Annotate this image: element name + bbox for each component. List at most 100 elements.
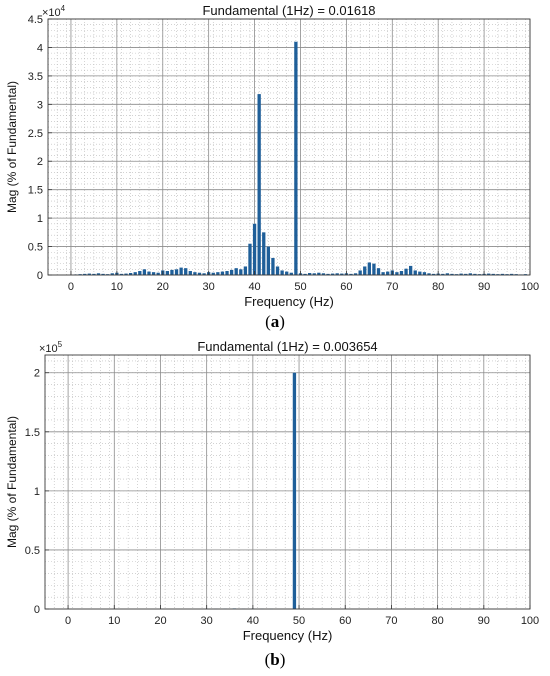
x-tick-label: 30 <box>203 281 215 293</box>
bar <box>138 271 142 275</box>
caption-a: (a) <box>265 312 285 331</box>
x-tick-label: 100 <box>521 615 539 627</box>
y-tick-label: 0.5 <box>28 242 43 254</box>
bar <box>321 273 326 275</box>
y-tick-label: 2 <box>34 368 40 380</box>
bar <box>83 273 87 275</box>
x-tick-label: 90 <box>478 615 490 627</box>
bar <box>133 272 137 275</box>
bar <box>128 273 133 275</box>
bar <box>197 272 202 275</box>
bar <box>216 272 220 275</box>
x-tick-label: 40 <box>248 281 260 293</box>
y-tick-label: 0.5 <box>25 545 40 557</box>
bar <box>353 273 358 275</box>
y-axis-label: Mag (% of Fundamental) <box>5 81 19 213</box>
bar <box>101 273 105 275</box>
bar <box>184 268 188 275</box>
plot-area <box>48 19 530 275</box>
x-tick-label: 20 <box>157 281 169 293</box>
bar <box>234 268 238 275</box>
y-tick-label: 0 <box>34 604 40 616</box>
bar <box>285 271 289 275</box>
bar <box>289 272 293 275</box>
bar <box>372 263 376 275</box>
bar <box>243 266 248 275</box>
x-tick-label: 0 <box>68 281 74 293</box>
bar <box>188 271 192 275</box>
bar <box>473 273 477 275</box>
bar <box>170 269 174 275</box>
bar <box>294 41 298 275</box>
bar <box>330 273 335 275</box>
bar <box>248 243 252 275</box>
plot-border <box>47 18 531 276</box>
bar <box>422 272 427 275</box>
bar <box>92 273 96 275</box>
bar <box>252 223 257 275</box>
bar <box>271 257 275 275</box>
bar <box>491 273 495 275</box>
bar <box>413 270 417 275</box>
x-axis-label: Frequency (Hz) <box>243 628 333 643</box>
y-tick-label: 1.5 <box>25 427 40 439</box>
bar <box>275 266 280 275</box>
bar <box>119 273 124 275</box>
x-tick-label: 30 <box>201 615 213 627</box>
bar <box>367 262 371 275</box>
bar <box>386 271 390 275</box>
x-axis-label: Frequency (Hz) <box>244 294 334 309</box>
bar <box>96 273 101 275</box>
bar <box>509 273 514 275</box>
bar <box>174 269 179 275</box>
bar <box>211 272 215 275</box>
y-tick-label: 0 <box>37 270 43 282</box>
y-tick-label: 4.5 <box>28 14 43 26</box>
bar <box>151 272 156 275</box>
plot-border <box>44 354 531 610</box>
bar <box>142 269 147 275</box>
x-tick-label: 10 <box>111 281 123 293</box>
x-tick-label: 40 <box>247 615 259 627</box>
bar <box>193 272 197 275</box>
bar <box>445 273 450 275</box>
y-tick-label: 1.5 <box>28 185 43 197</box>
y-tick-label: 4 <box>37 42 43 54</box>
y-tick-label: 3.5 <box>28 71 43 83</box>
y-multiplier-label: ×104 <box>42 4 66 19</box>
bar <box>500 273 505 275</box>
y-tick-label: 1 <box>37 213 43 225</box>
bar <box>292 372 297 609</box>
bar <box>229 269 234 275</box>
bar <box>280 270 284 275</box>
bar <box>408 265 413 275</box>
bar <box>441 273 445 275</box>
bar <box>363 266 367 275</box>
x-tick-label: 20 <box>154 615 166 627</box>
y-tick-label: 2 <box>37 156 43 168</box>
bar <box>381 272 385 275</box>
chart-panel-0: 0 10 20 30 40 50 60 70 80 90 100 0 0.5 1 1.5 2 2.5 3 3.5 4 4… <box>5 3 539 309</box>
bar <box>427 273 431 275</box>
bar <box>450 273 454 275</box>
bar <box>257 94 261 276</box>
bar <box>262 232 266 275</box>
plot-area <box>45 355 530 609</box>
bar <box>202 273 206 275</box>
bar <box>124 273 128 275</box>
bar <box>147 271 151 275</box>
bar <box>395 272 399 275</box>
x-tick-label: 10 <box>108 615 120 627</box>
x-tick-label: 80 <box>431 615 443 627</box>
bar <box>308 273 312 275</box>
bar <box>418 271 422 275</box>
x-tick-label: 70 <box>386 281 398 293</box>
y-axis-label: Mag (% of Fundamental) <box>5 416 19 548</box>
bar <box>225 271 229 275</box>
x-tick-label: 0 <box>65 615 71 627</box>
chart-title: Fundamental (1Hz) = 0.01618 <box>202 3 375 18</box>
x-tick-label: 50 <box>294 281 306 293</box>
x-tick-label: 50 <box>293 615 305 627</box>
y-tick-label: 2.5 <box>28 128 43 140</box>
caption-b: (b) <box>264 650 286 669</box>
